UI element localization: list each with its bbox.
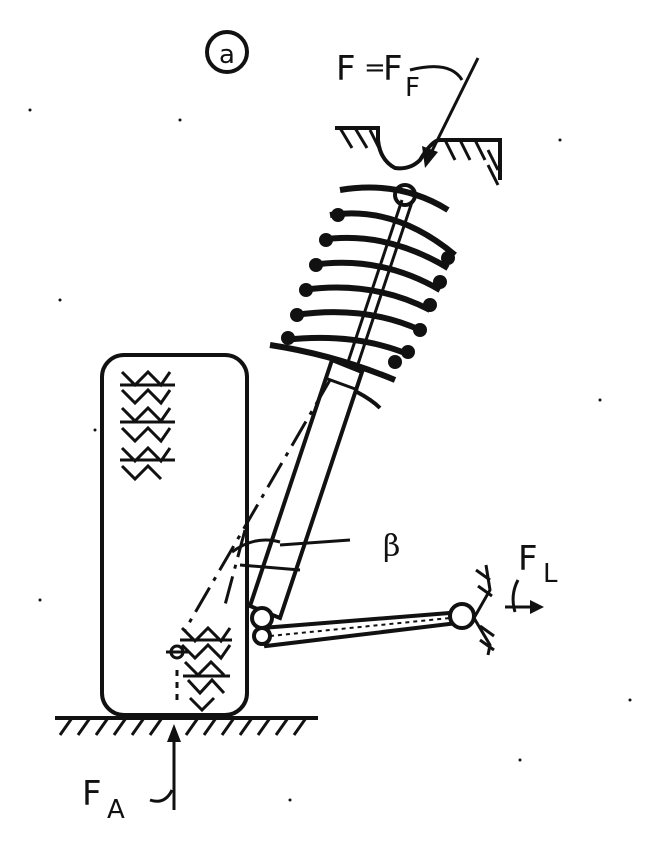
svg-text:A: A: [107, 795, 125, 825]
axle-force-label: F A: [82, 774, 125, 825]
tread-pattern-top: [120, 369, 175, 482]
damper-tube: [247, 357, 382, 630]
lateral-force-label: F L: [518, 539, 558, 589]
svg-text:F: F: [518, 539, 538, 579]
tyre-contact-axis: [223, 529, 247, 606]
wheel: [100, 353, 249, 717]
svg-text:F: F: [405, 73, 420, 103]
svg-text:F: F: [336, 49, 356, 89]
svg-text:L: L: [543, 559, 558, 589]
scan-noise: [28, 108, 632, 802]
coil-spring-ends: [281, 208, 455, 369]
tread-pattern-bottom: [180, 625, 232, 713]
svg-text:F: F: [383, 49, 403, 89]
piston-rod: [344, 199, 414, 371]
panel-label: a: [205, 30, 249, 74]
lateral-force-arrow: [505, 579, 544, 614]
axle-force-arrow: [149, 724, 181, 810]
svg-text:a: a: [219, 40, 235, 70]
angle-beta-arc: [231, 538, 351, 572]
spring-axis: [183, 379, 332, 631]
spring-force-label: F = F F: [336, 49, 420, 103]
coil-spring: [269, 184, 457, 383]
lateral-link: [252, 602, 476, 649]
ground: [55, 716, 318, 736]
svg-text:F: F: [82, 774, 102, 814]
spring-force-arrow: [409, 57, 480, 168]
svg-text:=: =: [364, 53, 386, 83]
wheel-centre: [166, 644, 188, 700]
angle-beta-label: β: [383, 529, 400, 564]
lateral-link-mount: [472, 564, 495, 656]
